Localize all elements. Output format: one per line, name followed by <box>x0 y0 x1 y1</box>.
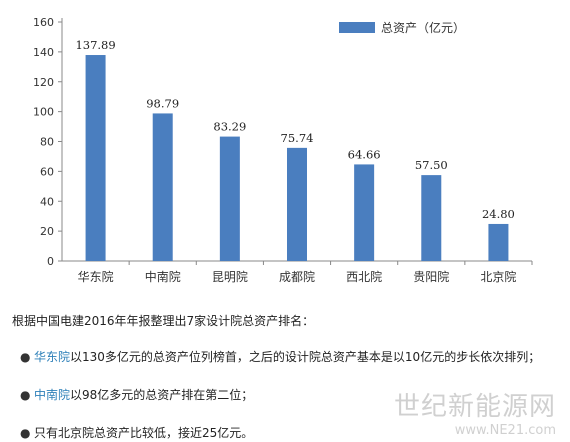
bar <box>85 55 106 262</box>
bullet-dot: ● <box>20 388 31 402</box>
bullet-item-3: ● 只有北京院总资产比较低，接近25亿元。 <box>20 424 253 441</box>
bar <box>152 113 173 261</box>
y-tick-label: 100 <box>33 106 54 119</box>
bullet-dot: ● <box>20 426 31 440</box>
category-label: 成都院 <box>279 270 315 284</box>
bullet-item-2: ● 中南院以98亿多元的总资产排在第二位； <box>20 386 253 403</box>
category-label: 贵阳院 <box>413 270 449 284</box>
y-tick-label: 20 <box>40 225 54 238</box>
watermark-url: www.NE21.com <box>454 423 556 438</box>
data-label: 75.74 <box>281 131 314 145</box>
bar <box>219 136 240 261</box>
bullet-text: 以130多亿元的总资产位列榜首，之后的设计院总资产基本是以10亿元的步长依次排列… <box>70 350 541 364</box>
data-label: 137.89 <box>75 38 115 52</box>
y-tick-label: 120 <box>33 76 54 89</box>
bar <box>354 164 375 261</box>
category-label: 昆明院 <box>212 270 248 284</box>
data-label: 64.66 <box>348 147 381 161</box>
bar <box>287 147 307 261</box>
data-label: 24.80 <box>482 207 515 221</box>
intro-text: 根据中国电建2016年年报整理出7家设计院总资产排名： <box>12 314 315 328</box>
highlight-link[interactable]: 中南院 <box>34 388 71 402</box>
y-tick-label: 140 <box>33 46 54 59</box>
category-label: 华东院 <box>78 270 114 284</box>
highlight-link[interactable]: 华东院 <box>34 350 71 364</box>
category-label: 中南院 <box>145 269 181 284</box>
category-label: 北京院 <box>480 270 516 284</box>
legend-swatch <box>339 22 375 33</box>
data-label: 98.79 <box>146 96 179 110</box>
bar <box>421 175 442 261</box>
bullet-item-1: ● 华东院以130多亿元的总资产位列榜首，之后的设计院总资产基本是以10亿元的步长… <box>20 348 540 365</box>
legend-label: 总资产（亿元） <box>381 20 465 35</box>
y-tick-label: 0 <box>47 255 54 268</box>
y-tick-label: 160 <box>33 16 54 29</box>
bar <box>488 223 509 261</box>
y-tick-label: 40 <box>40 195 54 208</box>
data-label: 57.50 <box>415 158 448 172</box>
category-label: 西北院 <box>346 270 382 284</box>
bullet-dot: ● <box>20 350 31 364</box>
watermark-title: 世纪新能源网 <box>393 392 556 422</box>
watermark: 世纪新能源网 www.NE21.com <box>394 386 556 438</box>
bar-chart: 0 20 40 60 80 100 120 140 160 137.89 华东院 98.79 中南院 83… <box>33 16 533 284</box>
y-tick-label: 80 <box>40 136 54 149</box>
bullet-text: 只有北京院总资产比较低，接近25亿元。 <box>34 426 254 440</box>
data-label: 83.29 <box>213 120 246 134</box>
y-tick-label: 60 <box>40 165 54 178</box>
bullet-text: 以98亿多元的总资产排在第二位； <box>70 388 254 402</box>
